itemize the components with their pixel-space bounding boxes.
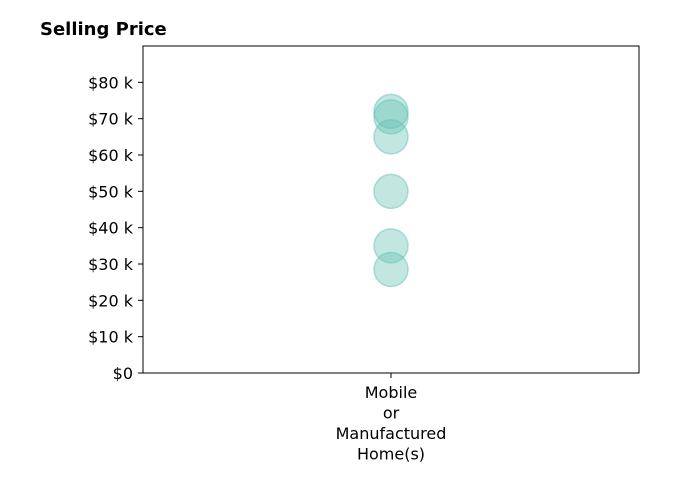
y-tick-label: $0 xyxy=(113,364,133,383)
y-axis: $0 $10 k $20 k $30 k $40 k $50 k $60 k $70 k $80… xyxy=(88,73,143,383)
x-axis: Mobile or Manufactured Home(s) xyxy=(336,373,447,464)
data-point xyxy=(373,251,409,288)
y-tick-label: $10 k xyxy=(88,328,134,347)
y-tick-label: $50 k xyxy=(88,182,134,201)
y-tick-label: $60 k xyxy=(88,146,134,165)
data-point xyxy=(373,173,409,210)
data-point xyxy=(373,99,409,135)
y-tick-label: $80 k xyxy=(88,73,134,92)
y-tick-label: $70 k xyxy=(88,110,134,129)
x-tick-label: Mobile or Manufactured Home(s) xyxy=(336,383,447,464)
y-tick-label: $20 k xyxy=(88,291,134,310)
data-points xyxy=(373,93,409,288)
y-tick-label: $40 k xyxy=(88,219,134,238)
chart-title: Selling Price xyxy=(40,19,167,40)
y-tick-label: $30 k xyxy=(88,255,134,274)
data-point xyxy=(373,119,409,155)
